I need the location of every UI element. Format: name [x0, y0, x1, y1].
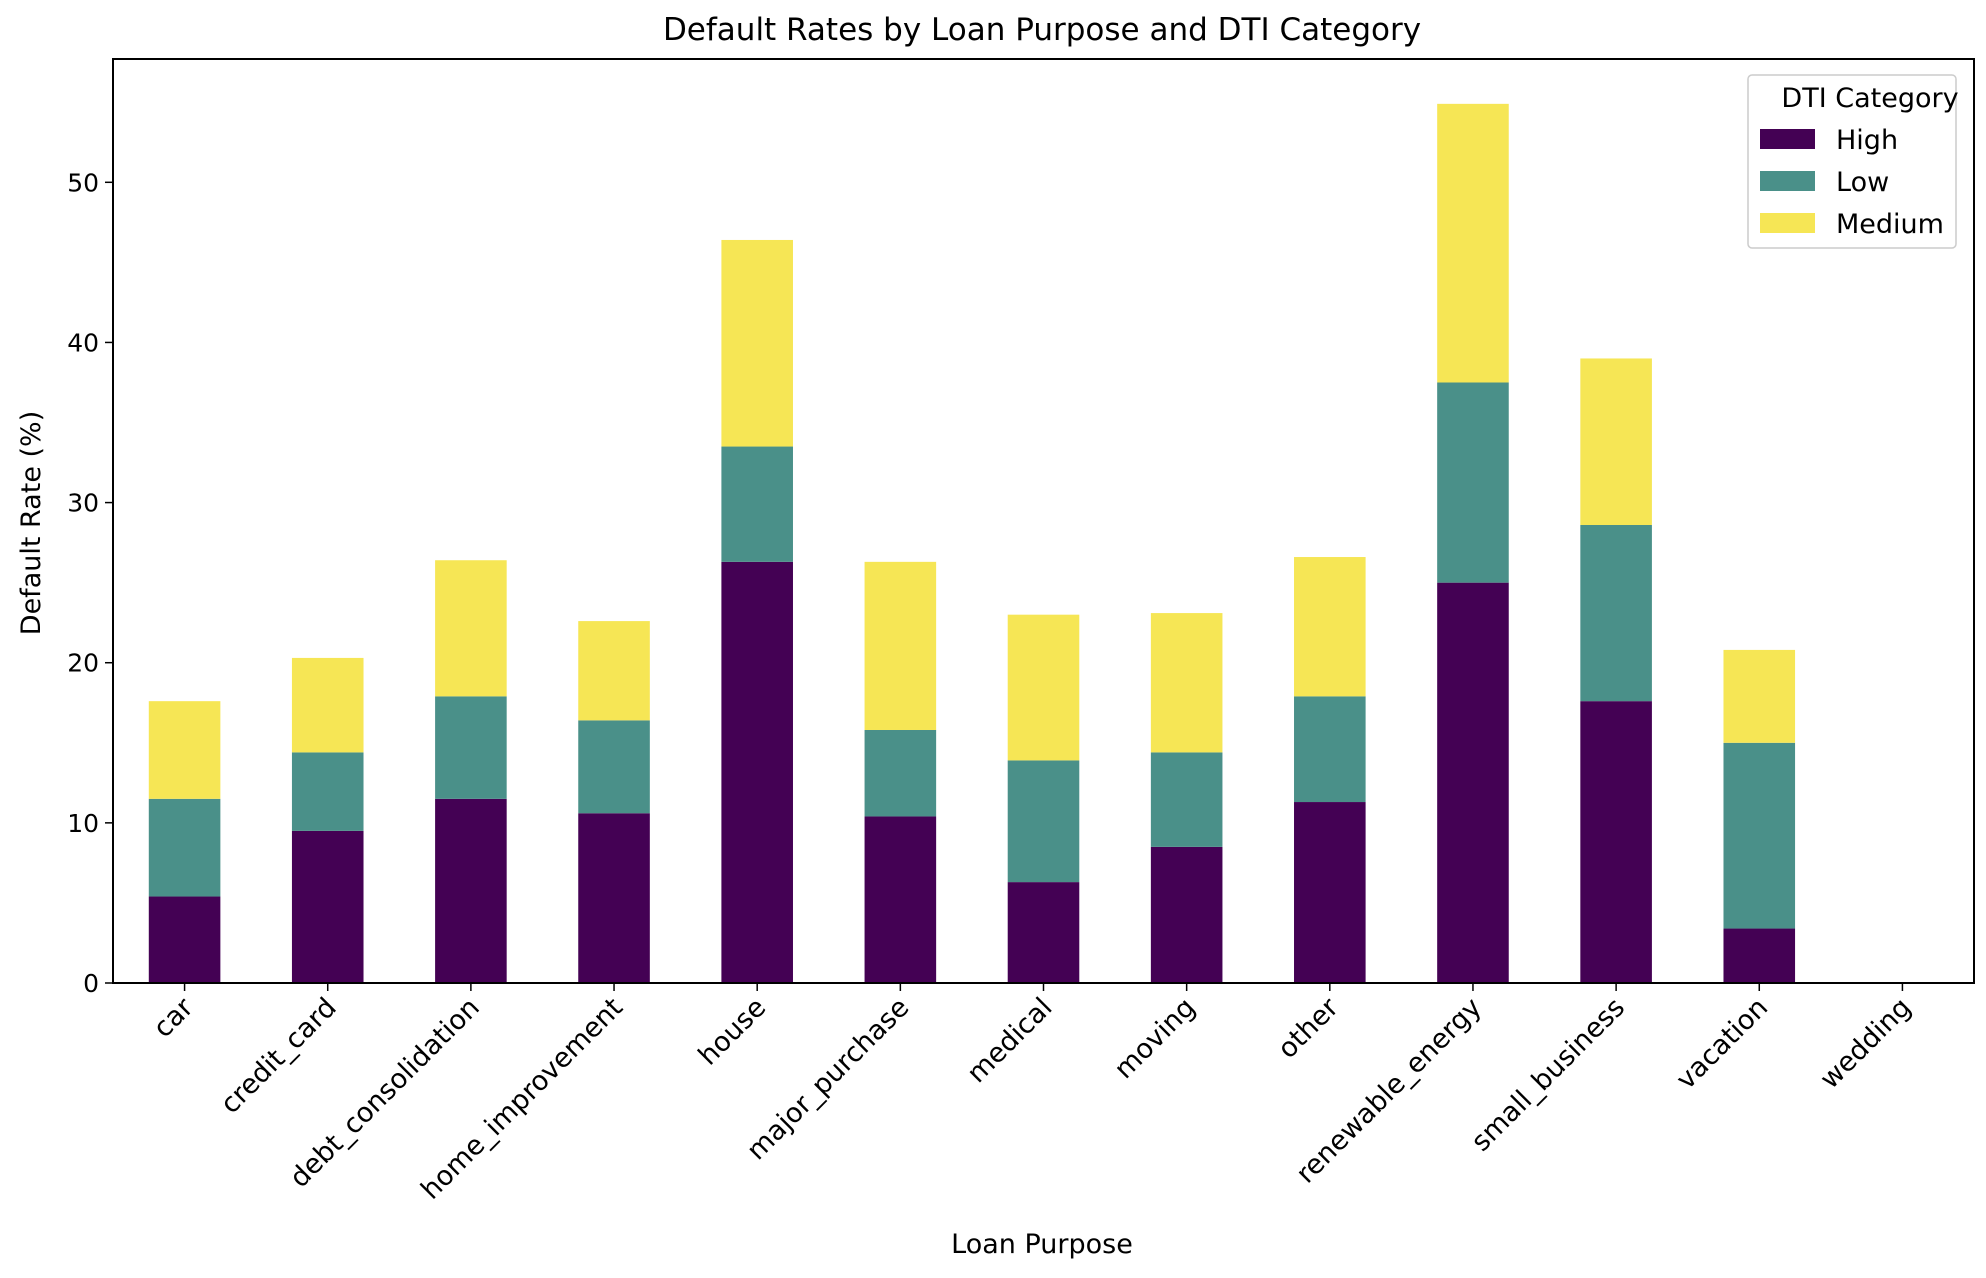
x-tick-label: credit_card [215, 992, 343, 1120]
x-axis-label: Loan Purpose [951, 1229, 1133, 1260]
bar-debt_consolidation-medium [435, 560, 507, 697]
x-tick-label: wedding [1814, 992, 1917, 1095]
bar-car-high [148, 896, 221, 983]
bar-other-low [1294, 696, 1366, 803]
bar-major_purchase-high [864, 816, 937, 983]
bar-renewable_energy-low [1437, 382, 1509, 583]
bar-moving-low [1150, 752, 1223, 847]
y-axis-label: Default Rate (%) [16, 411, 47, 635]
y-tick-label: 10 [67, 809, 99, 838]
bar-moving-high [1150, 846, 1223, 983]
bar-home_improvement-low [578, 720, 650, 814]
bar-credit_card-medium [291, 657, 364, 753]
bar-medical-medium [1007, 614, 1080, 761]
bar-house-high [721, 561, 793, 983]
legend-label-medium: Medium [1836, 209, 1944, 240]
legend: DTI Category High Low Medium [1747, 74, 1959, 249]
bar-small_business-low [1580, 525, 1652, 702]
bar-credit_card-high [291, 830, 364, 983]
bars-layer [148, 103, 1796, 983]
bar-car-medium [148, 701, 221, 799]
x-tick-label: vacation [1671, 992, 1775, 1096]
bar-car-low [148, 798, 221, 897]
bar-vacation-low [1723, 742, 1796, 929]
bar-major_purchase-low [864, 729, 937, 817]
bar-credit_card-low [291, 752, 364, 831]
x-tick-label: house [693, 992, 772, 1071]
y-tick-label: 20 [67, 649, 99, 678]
y-tick-label: 0 [83, 969, 99, 998]
bar-other-medium [1294, 557, 1366, 697]
bar-renewable_energy-medium [1437, 103, 1509, 383]
x-tick-label: small_business [1466, 992, 1632, 1158]
bar-debt_consolidation-low [435, 696, 507, 799]
bar-moving-medium [1150, 613, 1223, 753]
bar-small_business-high [1580, 701, 1652, 983]
y-tick-label: 30 [67, 489, 99, 518]
x-tick-label: medical [961, 992, 1058, 1089]
bar-home_improvement-medium [578, 621, 650, 721]
chart-title: Default Rates by Loan Purpose and DTI Ca… [663, 12, 1421, 48]
bar-house-low [721, 446, 793, 562]
bar-house-medium [721, 239, 793, 447]
y-tick-label: 50 [67, 168, 99, 197]
x-tick-label: moving [1109, 992, 1202, 1085]
legend-label-high: High [1836, 125, 1898, 156]
bar-medical-low [1007, 760, 1080, 883]
bar-vacation-medium [1723, 649, 1796, 743]
bar-small_business-medium [1580, 358, 1652, 525]
legend-entries: High Low Medium [1760, 125, 1944, 240]
x-tick-label: other [1272, 991, 1345, 1064]
legend-title: DTI Category [1781, 83, 1958, 114]
bar-home_improvement-high [578, 813, 650, 983]
y-tick-label: 40 [67, 328, 99, 357]
legend-swatch-medium [1760, 213, 1815, 233]
bar-medical-high [1007, 882, 1080, 983]
legend-swatch-high [1760, 129, 1815, 149]
legend-label-low: Low [1836, 167, 1889, 198]
bar-major_purchase-medium [864, 561, 937, 730]
x-tick-label: car [148, 991, 201, 1044]
bar-renewable_energy-high [1437, 582, 1509, 983]
bar-vacation-high [1723, 928, 1796, 983]
bar-debt_consolidation-high [435, 798, 507, 983]
legend-frame [1747, 74, 1957, 249]
legend-swatch-low [1760, 171, 1815, 191]
bar-other-high [1294, 802, 1366, 983]
